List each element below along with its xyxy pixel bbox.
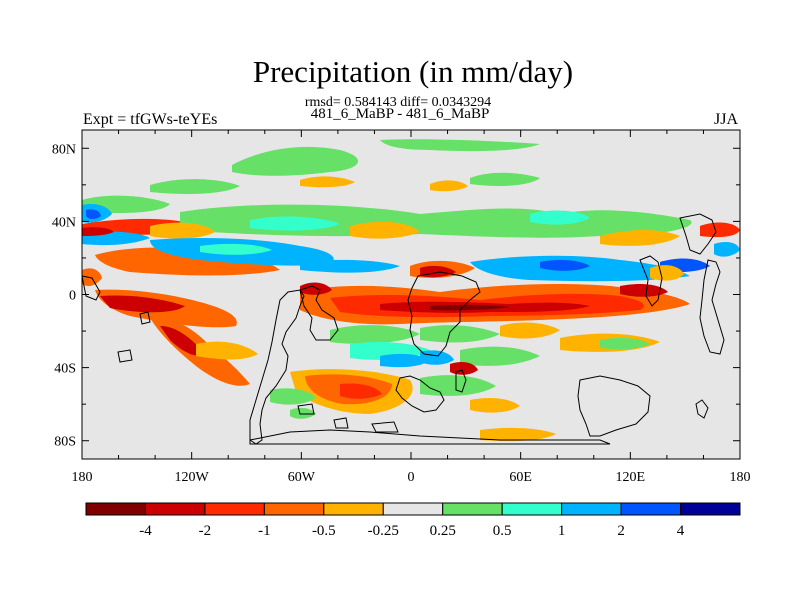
coastline-africa	[407, 271, 481, 357]
season-label: JJA	[713, 111, 738, 128]
y-tick-label: 0	[69, 289, 76, 304]
coastline-central-america	[299, 285, 339, 341]
y-tick-label: 40N	[52, 215, 76, 230]
anomaly-region	[270, 388, 316, 405]
anomaly-region	[350, 221, 420, 239]
colorbar-label: -1	[258, 523, 271, 539]
colorbar-swatch	[263, 502, 325, 516]
y-tick-label: 40S	[54, 362, 76, 377]
coastline-southern-africa	[395, 375, 445, 413]
anomaly-region	[340, 383, 382, 399]
x-tick-label: 60E	[509, 470, 532, 485]
coastline-western-pacific	[699, 259, 725, 355]
stats-text: rmsd= 0.584143 diff= 0.0343294	[304, 95, 492, 110]
case-subtitle: 481_6_MaBP - 481_6_MaBP	[310, 106, 490, 122]
coastline-east-asia	[679, 213, 717, 255]
colorbar-swatch	[204, 502, 265, 516]
anomaly-region	[620, 284, 668, 297]
x-tick-label: 180	[72, 470, 93, 485]
anomaly-region	[100, 295, 185, 313]
anomaly-region	[160, 326, 206, 356]
anomaly-fields	[82, 139, 740, 442]
plot-title: Precipitation (in mm/day)	[252, 54, 574, 89]
coastline-antarctica	[249, 429, 611, 445]
colorbar-swatch	[442, 502, 503, 516]
x-tick-label: 120W	[175, 470, 210, 485]
x-tick-label: 180	[730, 470, 751, 485]
anomaly-region	[250, 216, 340, 231]
anomaly-region	[540, 259, 590, 271]
anomaly-region	[86, 209, 101, 219]
coastline-australia	[577, 375, 651, 437]
anomaly-region	[380, 139, 540, 152]
anomaly-region	[196, 341, 258, 360]
anomaly-region	[480, 427, 556, 442]
coastline-small-island	[297, 403, 315, 415]
coastline-madagascar	[455, 369, 467, 393]
anomaly-region	[600, 337, 650, 350]
experiment-label: Expt = tfGWs-teYEs	[83, 111, 218, 128]
anomaly-region	[500, 322, 560, 339]
colorbar-swatch	[501, 502, 563, 516]
anomaly-region	[290, 407, 316, 419]
coastlines	[82, 213, 725, 445]
colorbar-label: -2	[199, 523, 212, 539]
colorbar-swatch	[85, 502, 146, 516]
anomaly-region	[430, 304, 510, 311]
colorbar-swatch	[323, 502, 384, 516]
y-tick-label: 80S	[54, 435, 76, 450]
anomaly-region	[460, 346, 540, 366]
coastline-small-island	[139, 311, 151, 325]
anomaly-region	[150, 179, 240, 194]
axis-group: 180 120W 60W 0 60E 120E 180 80N 40N 0 40S 80S	[52, 130, 751, 485]
colorbar-label: 4	[677, 523, 685, 539]
anomaly-region	[700, 222, 740, 238]
colorbar-swatch	[382, 502, 444, 516]
colorbar-label: 0.5	[493, 523, 512, 539]
anomaly-region	[530, 210, 590, 225]
anomaly-region	[82, 227, 114, 236]
anomaly-region	[420, 350, 454, 365]
colorbar-swatch	[144, 502, 206, 516]
colorbar-swatch	[620, 502, 682, 516]
anomaly-region	[150, 222, 215, 239]
coastline-small-island	[333, 417, 349, 429]
coastline-maritime	[639, 255, 663, 307]
anomaly-region	[650, 265, 684, 281]
anomaly-region	[380, 353, 430, 368]
anomaly-region	[420, 325, 500, 343]
anomaly-region	[430, 180, 468, 192]
anomaly-region	[470, 172, 540, 186]
anomaly-region	[300, 259, 400, 273]
coastline-new-zealand	[695, 399, 709, 419]
anomaly-region	[300, 282, 332, 295]
anomaly-region	[82, 268, 102, 286]
colorbar-label: -0.5	[312, 523, 336, 539]
anomaly-region	[470, 398, 520, 413]
colorbar: -4 -2 -1 -0.5 -0.25 0.25 0.5 1 2 4	[85, 502, 741, 539]
anomaly-region	[200, 243, 272, 255]
x-tick-label: 120E	[616, 470, 646, 485]
anomaly-region	[600, 230, 680, 246]
coastline-small-island	[117, 349, 133, 363]
anomaly-region	[300, 176, 355, 188]
colorbar-label: 2	[617, 523, 625, 539]
anomaly-region	[420, 375, 496, 396]
colorbar-label: -0.25	[368, 523, 399, 539]
x-tick-label: 0	[408, 470, 415, 485]
anomaly-region	[330, 325, 420, 344]
coastline-small-island	[371, 421, 399, 433]
y-tick-label: 80N	[52, 142, 76, 157]
coastline-small-island	[82, 275, 101, 301]
x-tick-label: 60W	[288, 470, 316, 485]
colorbar-swatch	[561, 502, 622, 516]
colorbar-swatch	[680, 502, 741, 516]
colorbar-label: -4	[139, 523, 152, 539]
coastline-south-america	[249, 289, 305, 445]
colorbar-label: 1	[558, 523, 566, 539]
anomaly-region	[232, 146, 359, 176]
colorbar-label: 0.25	[430, 523, 456, 539]
anomaly-region	[714, 242, 740, 257]
